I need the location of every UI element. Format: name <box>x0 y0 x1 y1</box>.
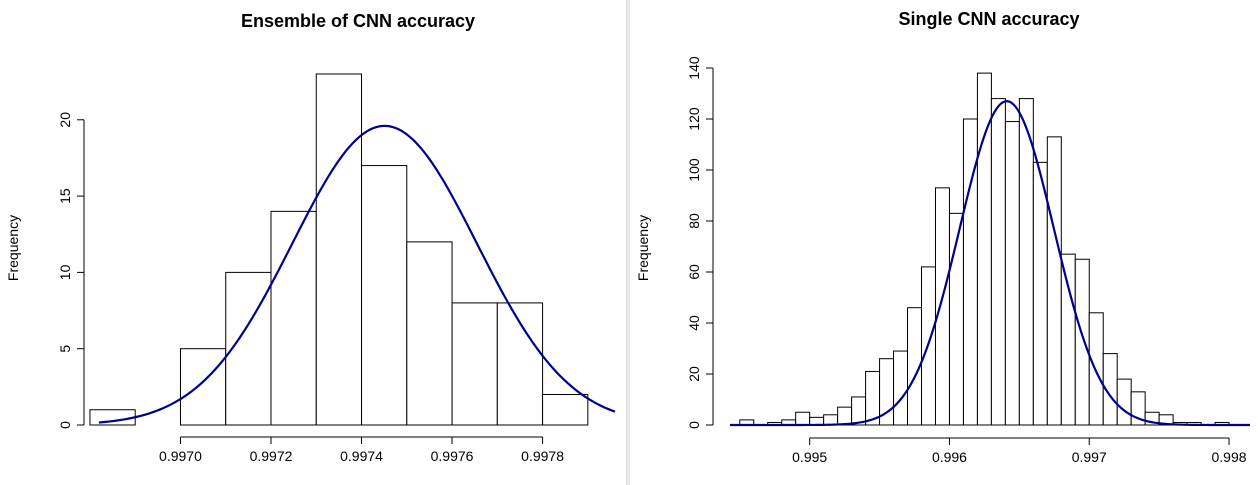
histogram-bar <box>934 187 950 426</box>
histogram-bar <box>270 210 317 426</box>
histogram-bar <box>1088 312 1104 426</box>
histogram-bars <box>89 73 589 426</box>
histogram-bar <box>893 350 909 426</box>
y-tick-label: 10 <box>57 264 73 280</box>
y-tick-label: 140 <box>686 56 702 80</box>
panel-divider[interactable] <box>626 0 630 485</box>
histogram-bar <box>1116 378 1132 426</box>
chart-panel-ensemble: Ensemble of CNN accuracy Frequency 0.997… <box>0 0 626 485</box>
x-tick-label: 0.9978 <box>521 448 564 464</box>
histogram-bar <box>1060 253 1076 426</box>
axes: 0.9970 0.9972 0.9974 0.9976 0.9978 0 5 10 15 20 <box>57 112 564 464</box>
x-tick-label: 0.997 <box>1072 449 1107 465</box>
y-tick-label: 40 <box>686 315 702 331</box>
histogram-bar <box>1004 121 1020 426</box>
y-tick-label: 5 <box>57 345 73 353</box>
histogram-bar <box>837 406 853 426</box>
y-tick-label: 20 <box>686 366 702 382</box>
axes: 0.995 0.996 0.997 0.998 0 20 40 60 80 100 120 140 <box>686 56 1247 465</box>
histogram-bar <box>361 165 408 426</box>
x-tick-label: 0.995 <box>792 449 827 465</box>
histogram-bar <box>976 72 992 426</box>
histogram-bar <box>542 393 589 426</box>
x-tick-label: 0.9976 <box>431 448 474 464</box>
histogram-bar <box>406 241 453 426</box>
chart-title: Ensemble of CNN accuracy <box>241 11 475 31</box>
y-tick-label: 80 <box>686 213 702 229</box>
normal-curve-layer <box>730 100 1250 427</box>
y-tick-label: 0 <box>686 421 702 429</box>
y-tick-label: 15 <box>57 188 73 204</box>
histogram-bar <box>1018 98 1034 426</box>
histogram-bar <box>89 409 136 426</box>
chart-title: Single CNN accuracy <box>898 9 1079 29</box>
normal-density-curve <box>98 124 616 424</box>
histogram-bar <box>1032 161 1048 426</box>
histogram-bar <box>1074 258 1090 426</box>
histogram-bar <box>315 73 363 426</box>
x-tick-label: 0.9970 <box>159 448 202 464</box>
normal-curve-layer <box>98 124 616 424</box>
histogram-bar <box>451 302 498 426</box>
y-tick-label: 60 <box>686 264 702 280</box>
y-axis-label: Frequency <box>635 215 651 281</box>
x-tick-label: 0.9974 <box>340 448 383 464</box>
histogram-bar <box>795 411 811 426</box>
x-tick-label: 0.998 <box>1212 449 1247 465</box>
y-tick-label: 0 <box>57 421 73 429</box>
chart-ensemble-cnn-accuracy: Ensemble of CNN accuracy Frequency 0.997… <box>5 11 616 464</box>
x-tick-label: 0.9972 <box>250 448 293 464</box>
y-axis-label: Frequency <box>5 215 21 281</box>
y-tick-label: 100 <box>686 158 702 182</box>
x-tick-label: 0.996 <box>932 449 967 465</box>
histogram-bar <box>990 98 1006 426</box>
chart-single-cnn-accuracy: Single CNN accuracy Frequency 0.995 0.996… <box>635 9 1250 465</box>
histogram-bars <box>739 72 1230 426</box>
histogram-bar <box>1046 136 1062 426</box>
histogram-bar <box>179 348 227 426</box>
normal-density-curve <box>730 100 1250 427</box>
y-tick-label: 20 <box>57 112 73 128</box>
y-tick-label: 120 <box>686 107 702 131</box>
chart-panel-single: Single CNN accuracy Frequency 0.995 0.996… <box>630 0 1258 485</box>
